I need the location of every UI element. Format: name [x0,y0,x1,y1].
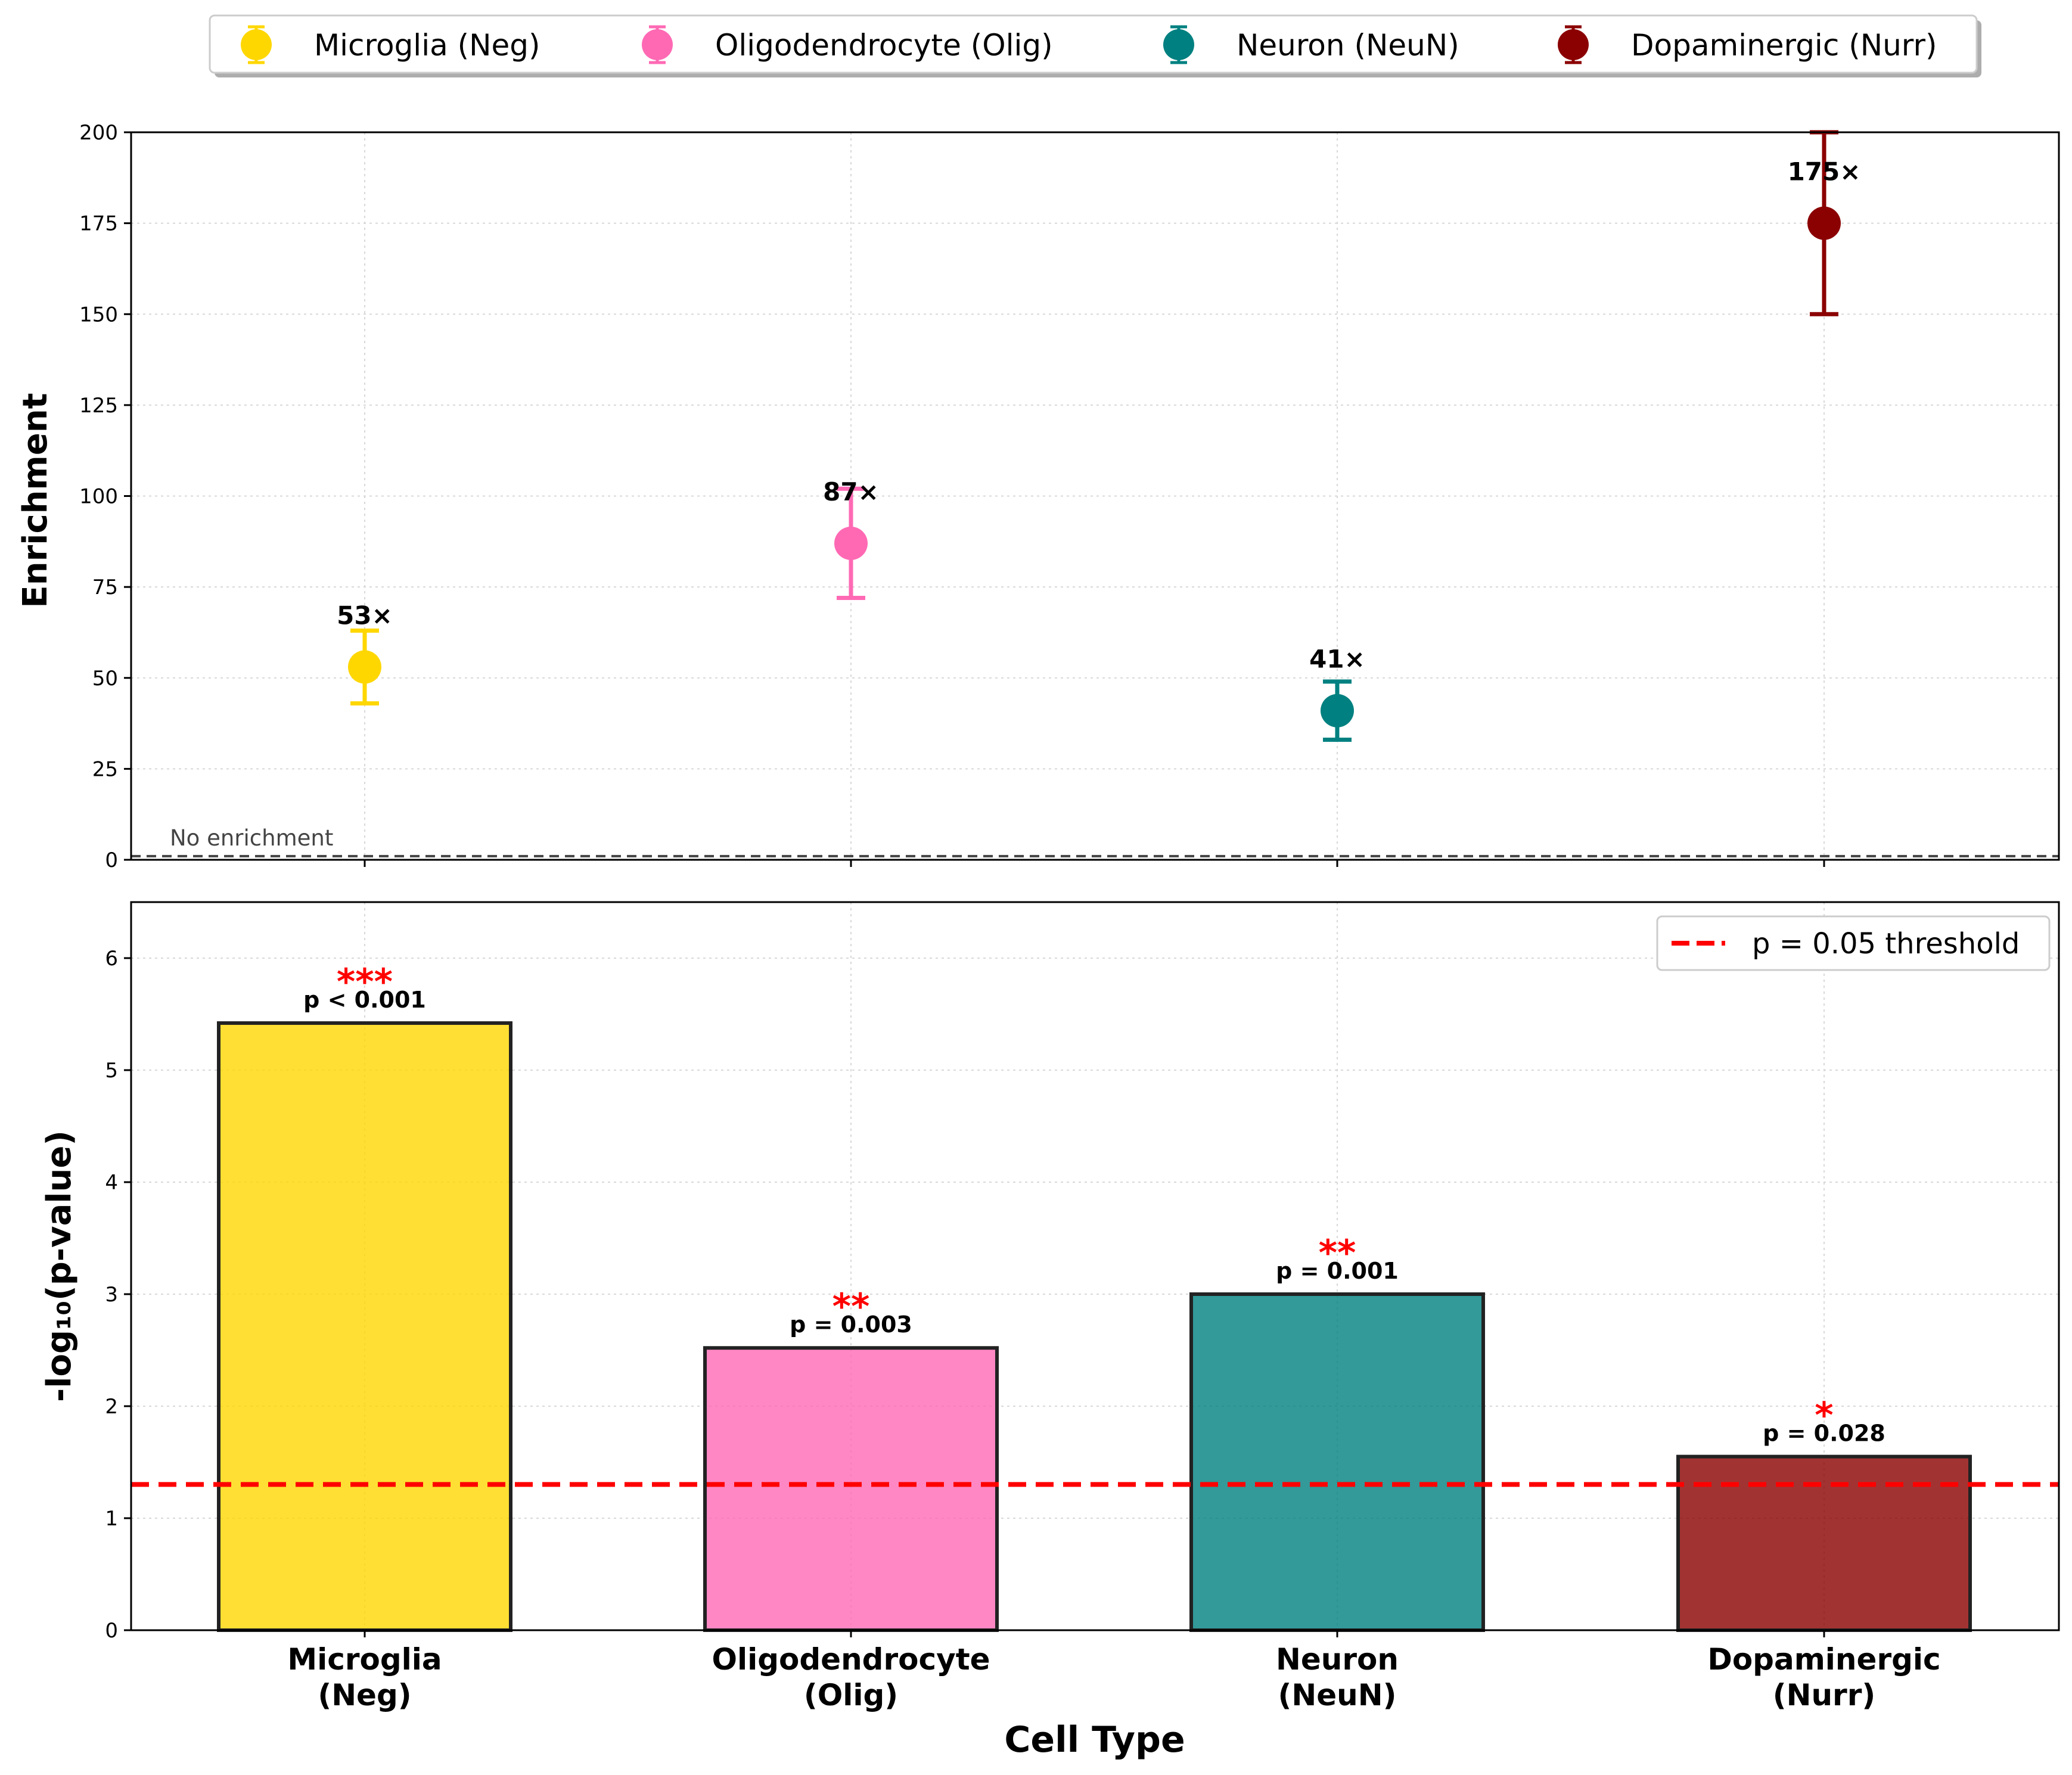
x-tick-label-line2: (Olig) [804,1678,898,1712]
y-tick-label: 175 [79,212,118,236]
enrichment-value-label: 87× [823,477,879,506]
y-tick-label: 0 [105,1619,118,1643]
y-tick-label: 2 [105,1395,118,1419]
enrichment-value-label: 53× [337,601,393,630]
enrichment-point [1807,206,1841,240]
p-value-label: p = 0.003 [790,1311,912,1338]
y-tick-label: 5 [105,1059,118,1083]
x-tick-label-line1: Dopaminergic [1707,1642,1940,1677]
x-tick-label-line2: (Nurr) [1773,1678,1875,1712]
pvalue-y-axis-label: -log₁₀(p-value) [40,1130,79,1402]
pvalue-bar [1189,1292,1485,1632]
x-tick-label-line1: Oligodendrocyte [712,1642,990,1677]
legend-label: Dopaminergic (Nurr) [1631,28,1937,63]
x-tick-label-line2: (NeuN) [1278,1678,1397,1712]
pvalue-bar [703,1346,999,1632]
y-tick-label: 50 [92,667,118,691]
threshold-legend: p = 0.05 threshold [1656,915,2051,971]
significance-stars: *** [337,961,393,1003]
legend-label: Microglia (Neg) [314,28,540,63]
enrichment-value-label: 175× [1788,157,1861,186]
y-tick-label: 100 [79,485,118,509]
top-legend: Microglia (Neg) Oligodendrocyte (Olig) Neu… [209,14,1981,77]
y-tick-label: 6 [105,947,118,971]
p-value-label: p = 0.028 [1763,1420,1885,1447]
y-tick-label: 3 [105,1283,118,1307]
y-tick-label: 75 [92,576,118,599]
legend-marker [642,29,673,60]
enrichment-point [834,526,868,560]
y-tick-label: 125 [79,394,118,418]
legend-marker [241,29,272,60]
no-enrichment-label: No enrichment [170,825,333,851]
y-tick-label: 4 [105,1171,118,1195]
enrichment-panel: 0 25 50 75 100 125 150 175 200 No enrichment 53×… [16,121,2060,872]
enrichment-point [348,650,381,684]
legend-marker [1163,29,1194,60]
y-tick-label: 0 [105,848,118,872]
x-tick-label-line2: (Neg) [318,1678,411,1712]
x-tick-label-line1: Microglia [287,1642,442,1677]
x-axis-label: Cell Type [1004,1719,1185,1761]
y-tick-label: 25 [92,757,118,781]
y-tick-label: 150 [79,303,118,327]
y-tick-label: 1 [105,1507,118,1531]
enrichment-point [1321,694,1354,728]
p-value-label: p < 0.001 [303,987,426,1013]
y-tick-label: 200 [79,121,118,145]
enrichment-y-axis-label: Enrichment [16,393,55,608]
significance-stars: ** [1319,1232,1356,1274]
p-value-label: p = 0.001 [1276,1258,1399,1284]
legend-label: Oligodendrocyte (Olig) [715,28,1053,63]
enrichment-plot-frame [130,131,2060,861]
pvalue-bar [217,1021,512,1633]
enrichment-value-label: 41× [1309,645,1365,674]
pvalue-plot-frame [130,901,2060,1631]
threshold-legend-label: p = 0.05 threshold [1752,927,2020,960]
significance-stars: ** [832,1286,870,1328]
legend-label: Neuron (NeuN) [1237,28,1459,63]
x-tick-label-line1: Neuron [1276,1642,1399,1677]
legend-marker [1558,29,1589,60]
significance-stars: * [1815,1395,1833,1437]
